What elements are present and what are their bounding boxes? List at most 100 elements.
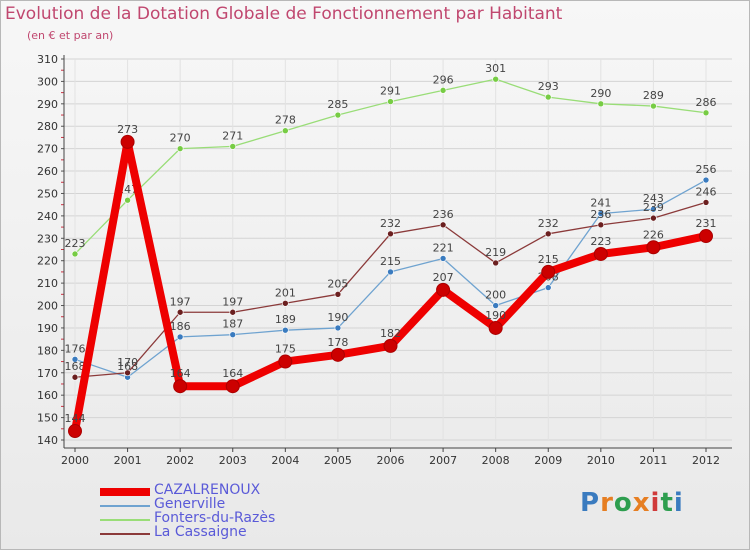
data-label: 273 [117,123,138,136]
data-point [124,196,131,204]
data-label: 197 [170,295,191,308]
data-label: 164 [170,367,191,380]
data-point [383,338,398,353]
data-point [176,145,184,152]
y-tick-label: 270 [37,143,58,156]
proxiti-logo: Proxiti [580,488,684,518]
x-tick-label: 2003 [219,454,247,467]
data-label: 215 [538,253,559,266]
y-tick-label: 180 [37,344,58,357]
data-label: 241 [590,197,611,210]
data-label: 256 [696,163,717,176]
y-tick-label: 280 [37,120,58,133]
data-label: 176 [65,342,86,355]
x-tick-label: 2010 [587,454,615,467]
data-point [439,87,447,94]
data-label: 170 [117,356,138,369]
data-label: 164 [222,367,243,380]
data-label: 186 [170,320,191,333]
data-label: 236 [433,208,454,221]
data-point [282,326,289,334]
x-tick-label: 2001 [114,454,142,467]
data-label: 286 [696,96,717,109]
data-label: 190 [327,311,348,324]
data-point [702,199,710,206]
y-tick-label: 310 [37,53,58,66]
data-point [650,214,657,222]
y-tick-label: 140 [37,434,58,447]
legend-label: CAZALRENOUX [154,482,261,498]
y-tick-label: 240 [37,210,58,223]
data-label: 189 [275,313,296,326]
data-label: 197 [222,295,243,308]
data-label: 182 [380,327,401,340]
data-label: 175 [275,343,296,356]
data-point [334,324,342,332]
data-label: 178 [327,336,348,349]
data-label: 291 [380,85,401,98]
data-label: 278 [275,114,296,127]
y-tick-label: 290 [37,98,58,111]
x-tick-label: 2000 [61,454,89,467]
data-point [68,424,82,439]
data-point [702,176,710,184]
data-label: 293 [538,80,559,93]
data-point [387,268,394,276]
data-point [488,320,503,335]
x-tick-label: 2005 [324,454,352,467]
data-point [229,308,237,316]
data-label: 190 [485,309,506,322]
data-point [387,98,394,105]
legend-label: Generville [154,496,226,512]
data-label: 201 [275,286,296,299]
y-tick-label: 260 [37,165,58,178]
legend-swatch [100,519,150,521]
data-label: 232 [538,217,559,230]
data-point [597,100,605,108]
data-point [439,221,447,229]
legend-label: La Cassaigne [154,524,247,540]
data-label: 301 [485,62,506,75]
x-tick-label: 2004 [271,454,299,467]
data-point [650,205,657,213]
data-point [225,379,240,394]
data-point [597,221,605,229]
y-tick-label: 250 [37,187,58,200]
data-label: 207 [433,271,454,284]
data-label: 168 [65,360,86,373]
data-point [492,259,499,267]
data-point [544,284,552,291]
data-label: 231 [696,217,717,230]
data-label: 221 [433,241,454,254]
data-point [544,93,552,101]
x-tick-label: 2007 [429,454,457,467]
y-tick-label: 150 [37,412,58,425]
y-tick-label: 230 [37,232,58,245]
data-label: 223 [65,237,86,250]
data-label: 144 [65,412,86,425]
data-point [439,255,447,262]
data-label: 200 [485,289,506,302]
data-point [282,299,289,307]
x-tick-label: 2012 [692,454,720,467]
data-point [176,308,184,316]
data-point [650,102,657,110]
data-point [120,134,135,149]
data-point [334,111,342,119]
y-tick-label: 220 [37,255,58,268]
data-label: 271 [222,129,243,142]
data-point [334,291,342,298]
data-point [593,246,608,261]
data-label: 232 [380,217,401,230]
legend-label: Fonters-du-Razès [154,510,276,526]
data-label: 290 [590,87,611,100]
y-tick-label: 160 [37,389,58,402]
data-point [699,229,713,244]
data-label: 246 [696,185,717,198]
data-point [229,331,237,338]
data-label: 236 [590,208,611,221]
data-point [71,356,79,363]
y-tick-label: 210 [37,277,58,290]
data-point [173,379,188,394]
